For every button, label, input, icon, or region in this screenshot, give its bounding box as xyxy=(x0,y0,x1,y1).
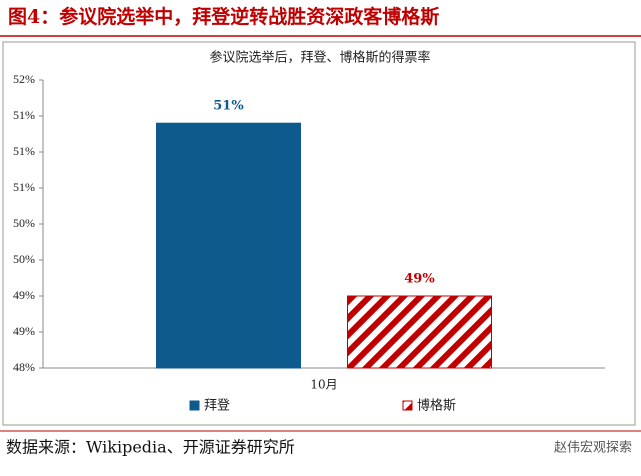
watermark: 赵伟宏观探索 xyxy=(554,441,632,456)
y-tick-label: 50% xyxy=(13,252,35,266)
y-tick-label: 49% xyxy=(13,288,35,302)
legend-label: 博格斯 xyxy=(417,398,456,414)
value-label: 49% xyxy=(404,272,435,287)
y-tick-label: 51% xyxy=(13,144,35,158)
y-tick-label: 49% xyxy=(13,324,35,338)
chart-frame xyxy=(2,41,636,426)
y-tick-label: 51% xyxy=(13,108,35,122)
y-tick-label: 52% xyxy=(13,72,35,86)
y-tick-label: 51% xyxy=(13,180,35,194)
legend-swatch xyxy=(189,400,200,411)
legend-label: 拜登 xyxy=(204,399,230,414)
source: 数据来源：Wikipedia、开源证券研究所 xyxy=(6,438,295,457)
value-label: 51% xyxy=(213,99,244,114)
bar xyxy=(347,295,492,369)
y-tick-label: 48% xyxy=(13,360,35,374)
figure-title: 图4：参议院选举中，拜登逆转战胜资深政客博格斯 xyxy=(8,5,439,28)
legend-swatch xyxy=(402,400,413,411)
y-tick-label: 50% xyxy=(13,216,35,230)
x-tick-label: 10月 xyxy=(310,378,337,392)
bar xyxy=(156,122,301,369)
chart-title: 参议院选举后，拜登、博格斯的得票率 xyxy=(209,50,430,66)
